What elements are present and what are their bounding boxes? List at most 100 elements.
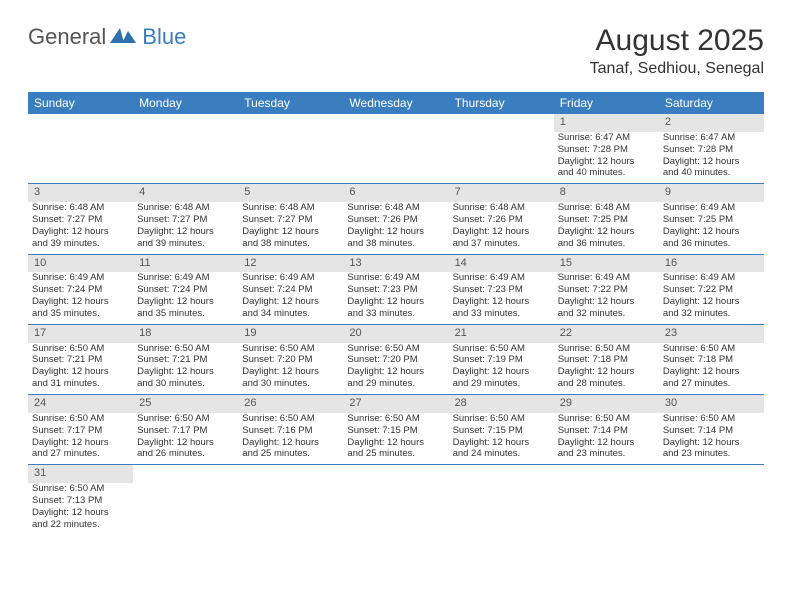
daylight-line-2: and 33 minutes. — [347, 308, 444, 320]
sunset-line: Sunset: 7:27 PM — [32, 214, 129, 226]
weekday-header: Friday — [554, 92, 659, 114]
day-number-cell: 1 — [554, 114, 659, 132]
day-number-cell: 8 — [554, 184, 659, 202]
sunset-line: Sunset: 7:22 PM — [558, 284, 655, 296]
day-cell: Sunrise: 6:50 AMSunset: 7:21 PMDaylight:… — [28, 343, 133, 395]
daylight-line-1: Daylight: 12 hours — [32, 296, 129, 308]
day-number-cell: 13 — [343, 254, 448, 272]
day-cell: Sunrise: 6:47 AMSunset: 7:28 PMDaylight:… — [659, 132, 764, 184]
daylight-line-1: Daylight: 12 hours — [663, 296, 760, 308]
daylight-line-2: and 27 minutes. — [663, 378, 760, 390]
daylight-line-1: Daylight: 12 hours — [242, 296, 339, 308]
sunset-line: Sunset: 7:24 PM — [32, 284, 129, 296]
weekday-header: Thursday — [449, 92, 554, 114]
daylight-line-2: and 32 minutes. — [663, 308, 760, 320]
day-cell: Sunrise: 6:48 AMSunset: 7:26 PMDaylight:… — [449, 202, 554, 254]
sunset-line: Sunset: 7:21 PM — [32, 354, 129, 366]
sunset-line: Sunset: 7:27 PM — [242, 214, 339, 226]
day-number-cell: 14 — [449, 254, 554, 272]
sunset-line: Sunset: 7:28 PM — [663, 144, 760, 156]
day-number-cell: 26 — [238, 395, 343, 413]
sunset-line: Sunset: 7:21 PM — [137, 354, 234, 366]
day-number-cell — [554, 465, 659, 483]
day-number-row: 3456789 — [28, 184, 764, 202]
day-cell — [449, 483, 554, 535]
day-number-cell: 31 — [28, 465, 133, 483]
day-cell — [133, 483, 238, 535]
daylight-line-2: and 22 minutes. — [32, 519, 129, 531]
day-number-cell — [238, 114, 343, 132]
daylight-line-2: and 35 minutes. — [137, 308, 234, 320]
daylight-line-1: Daylight: 12 hours — [558, 296, 655, 308]
sunset-line: Sunset: 7:26 PM — [347, 214, 444, 226]
day-number-cell: 28 — [449, 395, 554, 413]
daylight-line-2: and 34 minutes. — [242, 308, 339, 320]
day-cell: Sunrise: 6:49 AMSunset: 7:24 PMDaylight:… — [238, 272, 343, 324]
daylight-line-2: and 30 minutes. — [137, 378, 234, 390]
sunrise-line: Sunrise: 6:49 AM — [453, 272, 550, 284]
day-cell: Sunrise: 6:50 AMSunset: 7:19 PMDaylight:… — [449, 343, 554, 395]
daylight-line-2: and 33 minutes. — [453, 308, 550, 320]
day-number-cell — [28, 114, 133, 132]
sunset-line: Sunset: 7:14 PM — [663, 425, 760, 437]
sunrise-line: Sunrise: 6:50 AM — [32, 413, 129, 425]
sunrise-line: Sunrise: 6:49 AM — [558, 272, 655, 284]
sunset-line: Sunset: 7:27 PM — [137, 214, 234, 226]
daylight-line-1: Daylight: 12 hours — [663, 366, 760, 378]
daylight-line-2: and 32 minutes. — [558, 308, 655, 320]
day-number-cell — [449, 114, 554, 132]
day-cell: Sunrise: 6:50 AMSunset: 7:20 PMDaylight:… — [343, 343, 448, 395]
daylight-line-2: and 39 minutes. — [32, 238, 129, 250]
daylight-line-1: Daylight: 12 hours — [347, 296, 444, 308]
day-cell: Sunrise: 6:49 AMSunset: 7:23 PMDaylight:… — [449, 272, 554, 324]
sunrise-line: Sunrise: 6:50 AM — [347, 413, 444, 425]
sunset-line: Sunset: 7:14 PM — [558, 425, 655, 437]
sunset-line: Sunset: 7:24 PM — [137, 284, 234, 296]
day-cell: Sunrise: 6:48 AMSunset: 7:27 PMDaylight:… — [133, 202, 238, 254]
day-cell: Sunrise: 6:48 AMSunset: 7:27 PMDaylight:… — [28, 202, 133, 254]
sunrise-line: Sunrise: 6:49 AM — [347, 272, 444, 284]
day-cell — [659, 483, 764, 535]
day-number-cell — [659, 465, 764, 483]
day-cell — [28, 132, 133, 184]
day-content-row: Sunrise: 6:48 AMSunset: 7:27 PMDaylight:… — [28, 202, 764, 254]
sunset-line: Sunset: 7:23 PM — [453, 284, 550, 296]
sunrise-line: Sunrise: 6:49 AM — [663, 272, 760, 284]
day-cell — [238, 132, 343, 184]
daylight-line-1: Daylight: 12 hours — [242, 437, 339, 449]
day-content-row: Sunrise: 6:50 AMSunset: 7:21 PMDaylight:… — [28, 343, 764, 395]
daylight-line-1: Daylight: 12 hours — [137, 226, 234, 238]
daylight-line-2: and 26 minutes. — [137, 448, 234, 460]
day-cell: Sunrise: 6:50 AMSunset: 7:21 PMDaylight:… — [133, 343, 238, 395]
day-number-cell: 30 — [659, 395, 764, 413]
daylight-line-1: Daylight: 12 hours — [347, 437, 444, 449]
sunrise-line: Sunrise: 6:48 AM — [453, 202, 550, 214]
daylight-line-1: Daylight: 12 hours — [137, 296, 234, 308]
day-content-row: Sunrise: 6:50 AMSunset: 7:13 PMDaylight:… — [28, 483, 764, 535]
day-number-row: 31 — [28, 465, 764, 483]
sunrise-line: Sunrise: 6:48 AM — [32, 202, 129, 214]
sunrise-line: Sunrise: 6:47 AM — [663, 132, 760, 144]
daylight-line-2: and 25 minutes. — [242, 448, 339, 460]
day-number-cell — [449, 465, 554, 483]
sunset-line: Sunset: 7:25 PM — [663, 214, 760, 226]
day-cell: Sunrise: 6:49 AMSunset: 7:24 PMDaylight:… — [133, 272, 238, 324]
sunrise-line: Sunrise: 6:48 AM — [242, 202, 339, 214]
sunrise-line: Sunrise: 6:49 AM — [32, 272, 129, 284]
daylight-line-2: and 29 minutes. — [453, 378, 550, 390]
sunset-line: Sunset: 7:17 PM — [137, 425, 234, 437]
day-number-cell: 5 — [238, 184, 343, 202]
day-cell: Sunrise: 6:50 AMSunset: 7:14 PMDaylight:… — [659, 413, 764, 465]
day-cell — [449, 132, 554, 184]
day-cell: Sunrise: 6:50 AMSunset: 7:20 PMDaylight:… — [238, 343, 343, 395]
day-number-cell: 25 — [133, 395, 238, 413]
day-number-cell: 21 — [449, 324, 554, 342]
day-number-cell: 17 — [28, 324, 133, 342]
day-cell: Sunrise: 6:49 AMSunset: 7:22 PMDaylight:… — [554, 272, 659, 324]
day-cell: Sunrise: 6:50 AMSunset: 7:18 PMDaylight:… — [554, 343, 659, 395]
daylight-line-1: Daylight: 12 hours — [32, 366, 129, 378]
sunrise-line: Sunrise: 6:50 AM — [242, 413, 339, 425]
sunrise-line: Sunrise: 6:48 AM — [558, 202, 655, 214]
day-number-cell: 23 — [659, 324, 764, 342]
sunset-line: Sunset: 7:24 PM — [242, 284, 339, 296]
